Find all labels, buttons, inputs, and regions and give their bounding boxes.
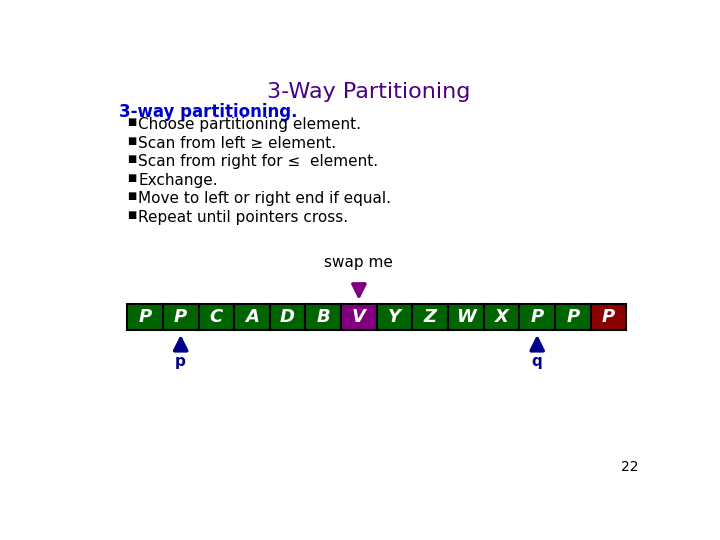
Text: Scan from right for ≤  element.: Scan from right for ≤ element.	[138, 154, 378, 169]
Bar	[234, 304, 270, 330]
Text: V: V	[352, 308, 366, 326]
Bar	[163, 304, 199, 330]
Text: swap me: swap me	[325, 255, 393, 271]
Text: C: C	[210, 308, 223, 326]
Text: Move to left or right end if equal.: Move to left or right end if equal.	[138, 191, 391, 206]
Text: 3-Way Partitioning: 3-Way Partitioning	[267, 82, 471, 102]
Text: 3-way partitioning.: 3-way partitioning.	[120, 103, 298, 122]
Text: ■: ■	[127, 154, 137, 164]
Text: P: P	[531, 308, 544, 326]
Bar	[413, 304, 448, 330]
Bar	[270, 304, 305, 330]
Text: P: P	[602, 308, 615, 326]
Text: B: B	[316, 308, 330, 326]
Text: Scan from left ≥ element.: Scan from left ≥ element.	[138, 136, 336, 151]
Text: D: D	[280, 308, 295, 326]
Text: Y: Y	[388, 308, 401, 326]
Text: p: p	[175, 354, 186, 368]
Text: X: X	[495, 308, 508, 326]
Bar	[305, 304, 341, 330]
Bar	[448, 304, 484, 330]
Bar	[341, 304, 377, 330]
Text: 22: 22	[621, 461, 639, 475]
Bar	[519, 304, 555, 330]
Bar	[555, 304, 590, 330]
Text: Exchange.: Exchange.	[138, 173, 217, 187]
Bar	[377, 304, 413, 330]
Text: ■: ■	[127, 173, 137, 183]
Text: ■: ■	[127, 117, 137, 127]
Text: P: P	[566, 308, 580, 326]
Text: A: A	[245, 308, 259, 326]
Text: Repeat until pointers cross.: Repeat until pointers cross.	[138, 210, 348, 225]
Text: q: q	[532, 354, 543, 368]
Text: P: P	[138, 308, 152, 326]
Text: ■: ■	[127, 191, 137, 201]
Text: ■: ■	[127, 210, 137, 220]
Bar	[590, 304, 626, 330]
Text: P: P	[174, 308, 187, 326]
Bar	[484, 304, 519, 330]
Bar	[199, 304, 234, 330]
Text: W: W	[456, 308, 476, 326]
Text: Choose partitioning element.: Choose partitioning element.	[138, 117, 361, 132]
Text: ■: ■	[127, 136, 137, 146]
Bar	[127, 304, 163, 330]
Text: Z: Z	[424, 308, 437, 326]
